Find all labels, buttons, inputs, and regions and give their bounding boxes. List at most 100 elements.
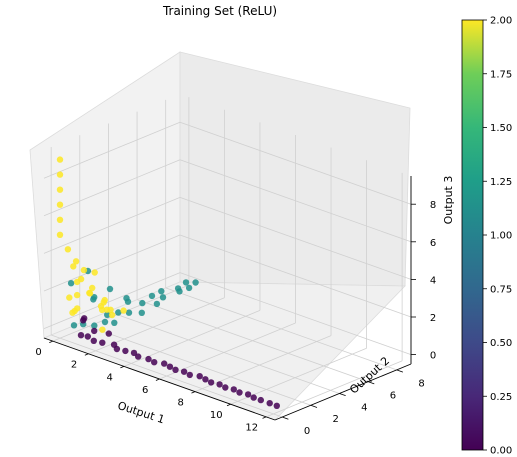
gridline-y-floor <box>51 334 283 418</box>
x-tick-label: 10 <box>210 410 223 421</box>
scatter-point-class-2 <box>86 289 93 297</box>
z-tick-label: 0 <box>430 351 436 362</box>
scatter-point-class-0 <box>180 368 188 375</box>
scatter-point-class-1 <box>70 322 78 329</box>
x-axis-line <box>43 337 276 421</box>
gridline-z-right <box>179 197 412 280</box>
scatter-points <box>56 156 280 409</box>
y-tick-mark <box>310 404 318 408</box>
scatter-point-class-2 <box>56 186 64 193</box>
scatter-point-class-2 <box>107 306 114 313</box>
scatter-point-class-1 <box>101 318 109 326</box>
scatter-point-class-1 <box>115 309 122 316</box>
scatter-point-class-0 <box>113 345 121 353</box>
scatter-point-class-0 <box>84 333 92 340</box>
gridline-z-left <box>43 159 181 217</box>
scatter-point-class-1 <box>174 285 182 292</box>
scatter-point-class-0 <box>236 389 243 396</box>
scatter-point-class-1 <box>125 309 133 316</box>
scatter-point-class-1 <box>138 309 145 316</box>
z-tick-label: 2 <box>430 313 436 324</box>
gridline-x-floor <box>265 360 403 418</box>
scatter-point-class-1 <box>159 294 167 301</box>
x-tick-label: 12 <box>245 423 258 434</box>
gridlines <box>43 97 412 418</box>
colorbar-tick-label: 1.75 <box>490 69 512 80</box>
scatter-point-class-2 <box>108 311 116 319</box>
scatter-point-class-1 <box>148 292 156 300</box>
gridline-z-right <box>179 234 412 318</box>
x-tick-label: 4 <box>106 372 112 383</box>
y-tick-mark <box>396 369 404 373</box>
colorbar-tick-label: 0.50 <box>490 338 512 349</box>
scatter-point-class-0 <box>130 349 138 357</box>
z-tick-label: 8 <box>430 200 436 211</box>
scatter-point-class-0 <box>216 381 223 388</box>
colorbar <box>461 19 484 451</box>
gridline-z-left <box>43 197 181 254</box>
z-tick-label: 6 <box>430 238 436 249</box>
y-axis-line <box>274 363 412 421</box>
x-tick-label: 6 <box>142 385 148 396</box>
y-tick-label: 4 <box>361 402 367 413</box>
scatter-point-class-1 <box>158 288 165 295</box>
gridline-y-floor <box>108 311 340 394</box>
scatter-point-class-0 <box>90 337 98 344</box>
x-tick-label: 2 <box>71 360 77 371</box>
gridline-z-right <box>179 159 412 243</box>
colorbar-tick-label: 0.25 <box>490 392 512 403</box>
scatter-point-class-0 <box>151 359 158 366</box>
scatter-point-class-1 <box>90 296 97 303</box>
scatter-point-class-2 <box>89 284 96 292</box>
y-tick-label: 2 <box>332 414 338 425</box>
scatter-point-class-1 <box>153 300 161 308</box>
scatter-point-class-0 <box>81 315 88 322</box>
scatter-point-class-0 <box>172 366 179 373</box>
scatter-point-class-1 <box>111 319 118 326</box>
scatter-point-class-0 <box>77 332 85 339</box>
scatter-point-class-2 <box>100 299 107 306</box>
x-tick-label: 0 <box>35 347 41 358</box>
scatter-point-class-2 <box>64 246 72 253</box>
scatter-point-class-2 <box>77 275 85 283</box>
scatter-point-class-0 <box>99 339 106 346</box>
colorbar-tick-label: 1.50 <box>490 123 512 134</box>
tick-labels: 0 2 4 6 8 10 12 0 2 4 6 8 0 2 4 6 8 <box>35 200 436 437</box>
scatter-point-class-2 <box>56 231 64 238</box>
y-tick-label: 8 <box>418 379 424 390</box>
colorbar-tick-label: 1.25 <box>490 177 512 188</box>
scatter-point-class-1 <box>192 279 199 286</box>
scatter-point-class-0 <box>230 386 237 393</box>
scatter-point-class-2 <box>73 291 81 299</box>
scatter-point-class-1 <box>106 285 114 293</box>
gridline-z-left <box>43 234 181 292</box>
scatter-point-class-1 <box>139 299 146 307</box>
scatter-point-class-0 <box>145 355 152 363</box>
scatter-point-class-1 <box>123 295 130 302</box>
scatter-point-class-0 <box>250 394 257 401</box>
scatter-point-class-0 <box>244 391 252 398</box>
colorbar-tick-label: 1.00 <box>490 231 512 242</box>
colorbar-ticks: 0.00 0.25 0.50 0.75 1.00 1.25 1.50 1.75 2.00 <box>483 16 512 457</box>
scatter-point-class-0 <box>202 376 209 383</box>
y-tick-mark <box>339 393 346 397</box>
scatter-point-class-1 <box>91 322 98 329</box>
chart-title: Training Set (ReLU) <box>162 4 277 18</box>
gridline-z-left <box>43 121 181 179</box>
gridline-z-right <box>179 272 412 355</box>
scatter-point-class-2 <box>80 266 88 274</box>
gridline-z-right <box>179 121 412 205</box>
y-tick-label: 0 <box>304 426 310 437</box>
colorbar-tick-label: 0.00 <box>490 446 512 457</box>
gridline-y-floor <box>79 322 311 406</box>
gridline-y-floor <box>136 299 369 383</box>
y-tick-mark <box>282 416 289 420</box>
scatter-point-class-1 <box>67 280 75 287</box>
scatter-point-class-0 <box>161 360 168 367</box>
y-tick-mark <box>367 381 375 385</box>
gridline-y-floor <box>165 287 397 371</box>
scatter-point-class-2 <box>69 309 76 316</box>
scatter-point-class-0 <box>186 371 193 379</box>
scatter-point-class-2 <box>91 269 98 276</box>
